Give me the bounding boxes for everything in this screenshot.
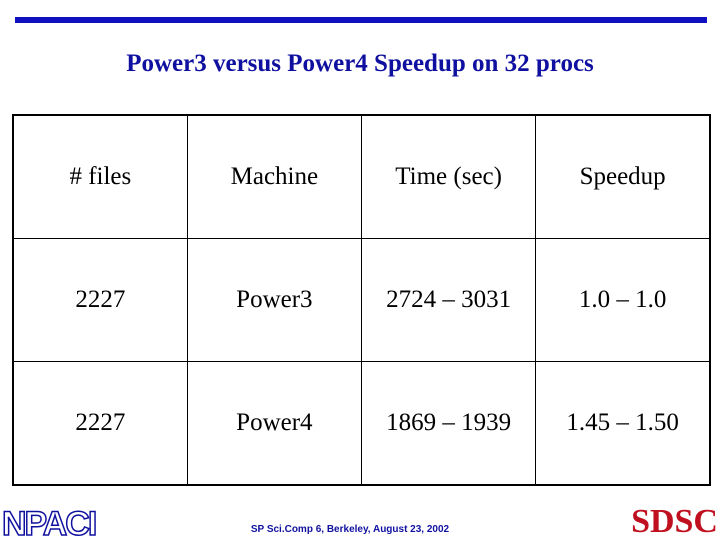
title: Power3 versus Power4 Speedup on 32 procs [126,50,594,77]
cell: 2227 [12,238,188,362]
header-cell: Machine [186,114,363,240]
cell: 2227 [12,360,188,486]
cell: 1869 – 1939 [360,360,537,486]
cell: Power4 [186,360,363,486]
header-bar [15,17,707,23]
cell: 2724 – 3031 [360,238,537,362]
header-row: # files Machine Time (sec) Speedup [12,114,711,240]
header-cell: Speedup [535,114,711,240]
cell: Power3 [186,238,363,362]
footer: SP Sci.Comp 6, Berkeley, August 23, 2002 [250,524,450,535]
table: # files Machine Time (sec) Speedup 2227 Power… [12,114,711,486]
logo-right: SDSC [631,503,718,540]
row: 2227 Power3 2724 – 3031 1.0 – 1.0 [12,238,711,362]
cell: 1.0 – 1.0 [535,238,711,362]
logo-left: NPACI [1,504,98,544]
header-cell: Time (sec) [360,114,537,240]
header-cell: # files [12,114,188,240]
row: 2227 Power4 1869 – 1939 1.45 – 1.50 [12,360,711,486]
cell: 1.45 – 1.50 [535,360,711,486]
